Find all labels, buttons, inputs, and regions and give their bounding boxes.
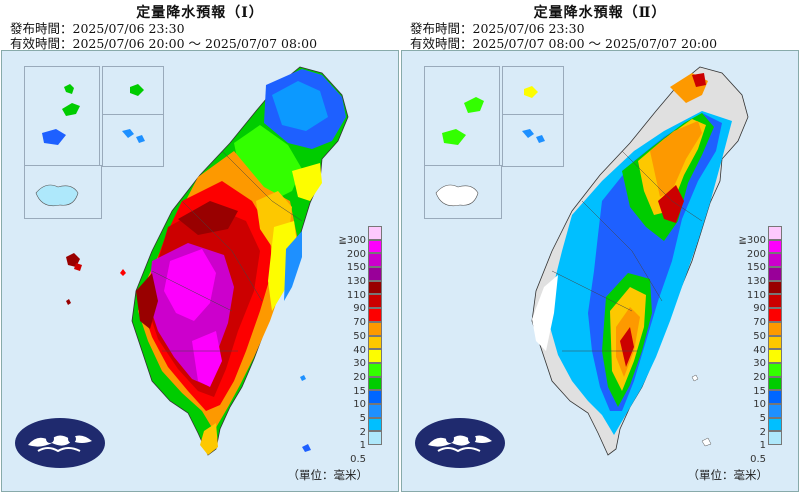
- legend-swatch: [368, 280, 382, 295]
- legend-label: 90: [353, 303, 366, 315]
- legend-label: ≧300: [738, 235, 766, 246]
- legend-swatch: [368, 417, 382, 432]
- legend-swatch: [768, 376, 782, 391]
- legend-label: 110: [346, 289, 366, 301]
- legend-label: 2: [759, 426, 766, 438]
- taiwan-rain-shading: [35, 66, 349, 456]
- cwa-cloud-logo-icon: [414, 417, 506, 473]
- legend-swatch: [768, 280, 782, 295]
- legend-label: 200: [346, 248, 366, 260]
- legend-label: 130: [746, 276, 766, 288]
- legend-label: 150: [746, 262, 766, 274]
- legend-swatch: [368, 335, 382, 350]
- legend-swatch: [768, 321, 782, 336]
- legend-swatch: [368, 294, 382, 309]
- unit-label: （單位：毫米）: [687, 468, 769, 482]
- legend-label: 10: [753, 399, 766, 411]
- valid-time: 有效時間：2025/07/06 20:00 ～ 2025/07/07 08:00: [10, 36, 318, 51]
- issued-time: 發布時間：2025/07/06 23:30: [410, 21, 585, 36]
- legend-swatch: [768, 349, 782, 363]
- legend-swatch: [768, 390, 782, 404]
- inset-east-islet: [502, 114, 564, 167]
- issued-time: 發布時間：2025/07/06 23:30: [10, 21, 185, 36]
- legend-swatch: [368, 226, 382, 240]
- legend-label: 1: [359, 440, 366, 452]
- legend-label: 150: [346, 262, 366, 274]
- legend-label: 40: [753, 344, 766, 356]
- valid-time: 有效時間：2025/07/07 08:00 ～ 2025/07/07 20:00: [410, 36, 718, 51]
- legend-label: 0.5: [750, 454, 766, 465]
- legend-labels: ≧300 200 150 130 110 90 70 50 40 30 20 15 10 5 2 1 0.5: [326, 234, 366, 467]
- legend-swatch: [768, 267, 782, 281]
- legend-swatch: [768, 226, 782, 240]
- legend-label: 10: [353, 399, 366, 411]
- qpf-panel-1: 定量降水預報（Ⅰ） 發布時間：2025/07/06 23:30 有效時間：202…: [1, 5, 399, 492]
- legend-label: 15: [353, 385, 366, 397]
- legend-label: 70: [353, 317, 366, 329]
- legend-swatch: [368, 403, 382, 418]
- cwa-cloud-logo-icon: [14, 417, 106, 473]
- legend-swatch: [368, 239, 382, 254]
- legend-label: 50: [753, 330, 766, 342]
- rainfall-map: （單位：毫米）: [401, 50, 799, 492]
- legend-swatch: [368, 376, 382, 391]
- legend-swatch: [768, 403, 782, 418]
- inset-east-islet: [102, 114, 164, 167]
- inset-matsu: [24, 66, 100, 167]
- legend-label: 70: [753, 317, 766, 329]
- qpf-panel-2: 定量降水預報（Ⅱ） 發布時間：2025/07/06 23:30 有效時間：202…: [400, 0, 800, 492]
- legend-swatch: [768, 308, 782, 322]
- rainfall-map: （單位：毫米）: [1, 50, 399, 492]
- legend-label: ≧300: [338, 235, 366, 246]
- legend-label: 90: [753, 303, 766, 315]
- legend-swatch: [768, 335, 782, 350]
- legend-label: 5: [359, 412, 366, 424]
- legend-label: 30: [753, 358, 766, 370]
- legend-swatch: [368, 253, 382, 268]
- legend-swatch: [768, 431, 782, 445]
- legend-label: 1: [759, 440, 766, 452]
- legend-labels: ≧300 200 150 130 110 90 70 50 40 30 20 15 10 5 2 1 0.5: [726, 234, 766, 467]
- taiwan-rain-shading: [435, 66, 749, 456]
- legend-swatch: [768, 239, 782, 254]
- legend-label: 40: [353, 344, 366, 356]
- legend-swatch: [368, 321, 382, 336]
- legend-swatch: [768, 417, 782, 432]
- legend-label: 200: [746, 248, 766, 260]
- panel-title: 定量降水預報（Ⅱ）: [533, 5, 667, 21]
- legend-swatch: [368, 349, 382, 363]
- legend-label: 130: [346, 276, 366, 288]
- unit-label: （單位：毫米）: [287, 468, 369, 482]
- legend-swatch: [368, 390, 382, 404]
- color-legend: [768, 226, 782, 445]
- panel-title: 定量降水預報（Ⅰ）: [136, 5, 264, 21]
- legend-swatch: [368, 308, 382, 322]
- color-legend: [368, 226, 382, 445]
- legend-label: 20: [753, 371, 766, 383]
- legend-label: 2: [359, 426, 366, 438]
- legend-swatch: [368, 267, 382, 281]
- legend-swatch: [368, 362, 382, 377]
- legend-label: 5: [759, 412, 766, 424]
- legend-label: 110: [746, 289, 766, 301]
- legend-swatch: [768, 362, 782, 377]
- legend-swatch: [768, 253, 782, 268]
- legend-label: 0.5: [350, 454, 366, 465]
- legend-swatch: [768, 294, 782, 309]
- legend-label: 30: [353, 358, 366, 370]
- legend-label: 20: [353, 371, 366, 383]
- legend-label: 50: [353, 330, 366, 342]
- legend-swatch: [368, 431, 382, 445]
- inset-matsu: [424, 66, 500, 167]
- legend-label: 15: [753, 385, 766, 397]
